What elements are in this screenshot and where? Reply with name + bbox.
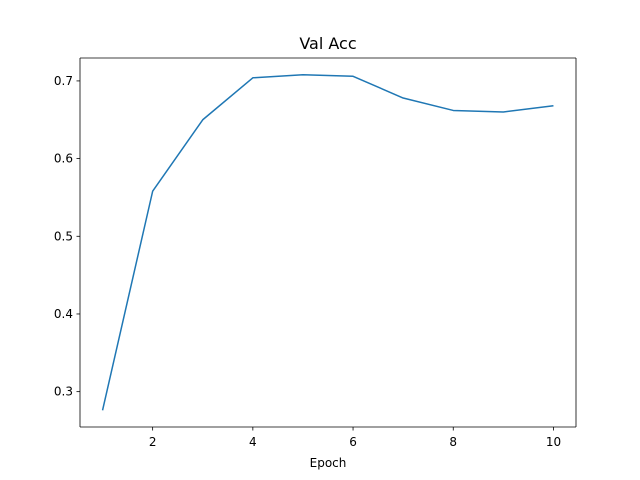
x-tick-label: 10 [546, 435, 561, 449]
x-tick-label: 4 [249, 435, 257, 449]
plot-area [80, 58, 576, 427]
ticks-layer: 2 4 6 8 10 0.3 0.4 0.5 0.6 0.7 [54, 74, 561, 449]
x-tick-label: 2 [149, 435, 157, 449]
y-tick-label: 0.4 [54, 307, 73, 321]
y-tick-label: 0.3 [54, 385, 73, 399]
chart-title: Val Acc [299, 34, 356, 53]
series-layer [101, 73, 554, 411]
x-tick-label: 8 [449, 435, 457, 449]
y-tick-label: 0.6 [54, 152, 73, 166]
x-tick-label: 6 [349, 435, 357, 449]
y-tick-label: 0.5 [54, 229, 73, 243]
val-acc-line [101, 73, 554, 411]
x-axis-label: Epoch [310, 456, 347, 470]
y-tick-label: 0.7 [54, 74, 73, 88]
